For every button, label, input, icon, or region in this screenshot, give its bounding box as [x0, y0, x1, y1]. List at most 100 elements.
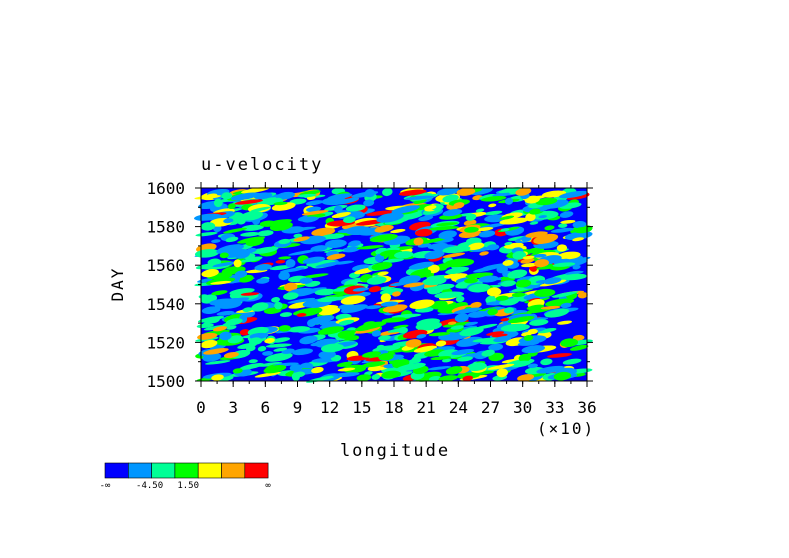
heatmap-cell: [264, 338, 275, 344]
heatmap-cell: [363, 199, 375, 207]
heatmap-cell: [552, 292, 574, 298]
x-tick-label: 27: [481, 398, 500, 417]
heatmap-cell: [240, 211, 264, 221]
heatmap-cell: [529, 221, 539, 225]
heatmap-cell: [241, 224, 264, 231]
heatmap-cell: [317, 296, 341, 303]
heatmap-cell: [361, 351, 381, 358]
heatmap-cell: [259, 220, 277, 227]
heatmap-cell: [456, 336, 484, 347]
heatmap-cell: [405, 195, 435, 200]
heatmap-cell: [409, 299, 435, 310]
heatmap-cell: [475, 208, 485, 213]
heatmap-cell: [547, 353, 572, 358]
heatmap-cell: [240, 232, 261, 237]
heatmap-cell: [394, 251, 414, 259]
heatmap-cell: [223, 351, 239, 359]
x-axis-label: longitude: [340, 441, 450, 461]
heatmap-cell: [438, 375, 458, 382]
heatmap-cell: [201, 306, 221, 314]
heatmap-cell: [558, 251, 581, 260]
heatmap-cell: [438, 230, 457, 240]
heatmap-cell: [219, 252, 229, 259]
heatmap-cell: [418, 215, 434, 221]
heatmap-cell: [396, 362, 426, 371]
heatmap-cell: [275, 260, 286, 264]
heatmap-cell: [257, 346, 267, 352]
heatmap-cell: [237, 236, 266, 244]
heatmap-cell: [544, 225, 555, 231]
heatmap-cell: [257, 362, 283, 367]
heatmap-cell: [380, 293, 392, 303]
heatmap-cell: [504, 241, 513, 246]
heatmap-cell: [378, 353, 394, 361]
heatmap-cell: [496, 368, 508, 378]
heatmap-cell: [202, 321, 211, 328]
heatmap-cell: [271, 297, 280, 303]
heatmap-cell: [223, 218, 234, 224]
heatmap-cell: [320, 343, 344, 353]
heatmap-cell: [466, 362, 487, 372]
heatmap-cell: [257, 230, 274, 237]
heatmap-cell: [521, 262, 539, 268]
heatmap-cell: [278, 271, 290, 281]
heatmap-cell: [438, 349, 460, 358]
heatmap-cell: [355, 326, 373, 332]
heatmap-cell: [444, 258, 475, 268]
heatmap-cell: [478, 275, 499, 283]
heatmap-cell: [553, 371, 572, 381]
heatmap-cell: [381, 370, 401, 379]
heatmap-cell: [480, 195, 507, 202]
heatmap-cell: [299, 277, 313, 284]
y-axis: 1500 1520 1540 1560 1580 1600: [146, 179, 593, 391]
heatmap-cell: [243, 256, 263, 262]
heatmap-cell: [500, 228, 510, 232]
heatmap-cell: [337, 367, 356, 372]
heatmap-cell: [532, 253, 547, 258]
heatmap-cell: [572, 237, 585, 242]
heatmap-cell: [269, 265, 292, 271]
heatmap-cell: [416, 334, 427, 339]
heatmap-cell: [321, 233, 345, 240]
heatmap-cell: [562, 273, 587, 281]
heatmap-cell: [500, 317, 510, 322]
heatmap-cell: [254, 263, 272, 271]
x-tick-label: 0: [196, 398, 206, 417]
heatmap-cell: [430, 356, 452, 361]
heatmap-cell: [534, 288, 556, 297]
heatmap-cell: [450, 325, 464, 330]
heatmap-cell: [390, 228, 406, 234]
heatmap-cell: [403, 282, 424, 288]
y-tick-label: 1580: [146, 218, 185, 237]
heatmap-cell: [488, 203, 497, 208]
heatmap-cell: [391, 313, 422, 319]
heatmap-cell: [263, 364, 287, 374]
heatmap-cell: [262, 351, 274, 356]
heatmap-cell: [428, 376, 441, 382]
plot-area: [193, 187, 593, 383]
heatmap-cell: [227, 335, 243, 344]
heatmap-cell: [352, 287, 369, 292]
heatmap-cell: [240, 292, 260, 296]
heatmap-cell: [484, 214, 508, 223]
heatmap-cell: [273, 201, 288, 206]
heatmap-cell: [553, 258, 571, 265]
heatmap-cell: [443, 273, 468, 279]
heatmap-cell: [376, 212, 404, 223]
heatmap-cell: [216, 244, 245, 254]
heatmap-cell: [288, 226, 316, 232]
heatmap-cell: [197, 332, 218, 340]
heatmap-cell: [431, 300, 448, 309]
x-tick-label: 9: [293, 398, 303, 417]
heatmap-cell: [570, 256, 591, 262]
heatmap-cell: [212, 326, 227, 332]
heatmap-cell: [455, 296, 465, 303]
heatmap-cell: [481, 349, 495, 357]
heatmap-cell: [515, 187, 532, 196]
heatmap-cell: [529, 208, 541, 215]
heatmap-cell: [306, 206, 322, 212]
heatmap-cell: [572, 264, 581, 270]
heatmap-cell: [278, 325, 291, 332]
x-multiplier: (×10): [537, 419, 595, 438]
heatmap-cell: [498, 187, 522, 194]
